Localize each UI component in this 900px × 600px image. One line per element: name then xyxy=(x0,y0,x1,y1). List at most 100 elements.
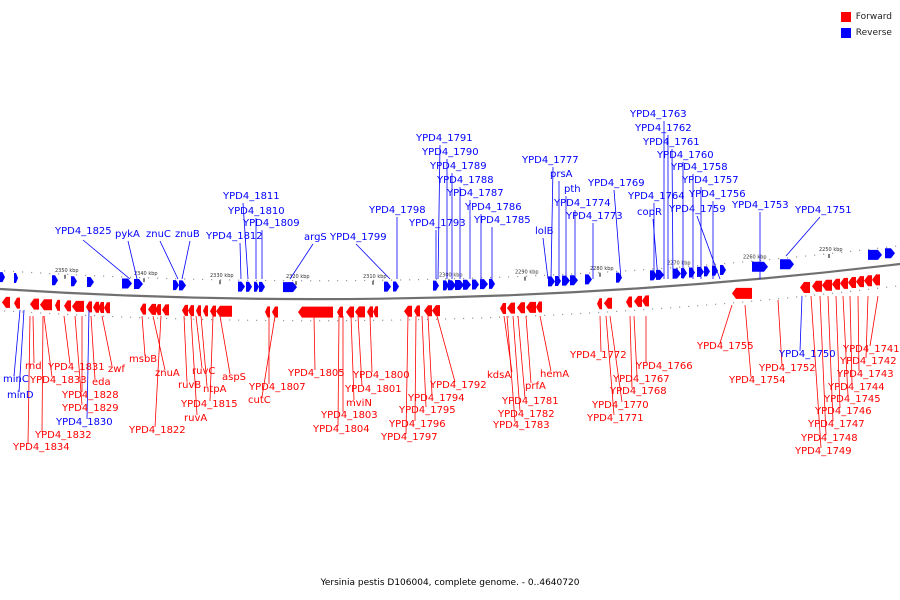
guide-dot xyxy=(130,316,132,318)
forward-leader xyxy=(63,315,71,365)
forward-gene-label: YPD4_1804 xyxy=(312,424,370,435)
guide-dot xyxy=(202,318,204,321)
guide-dot xyxy=(706,304,708,306)
forward-gene xyxy=(536,301,542,313)
reverse-leader xyxy=(613,189,622,280)
forward-gene xyxy=(86,301,92,313)
guide-dot xyxy=(139,316,141,319)
forward-gene xyxy=(155,304,161,316)
forward-gene-label: YPD4_1831 xyxy=(47,362,105,373)
forward-gene xyxy=(507,302,515,314)
forward-leader xyxy=(101,315,113,367)
reverse-gene xyxy=(384,281,391,292)
guide-dot xyxy=(184,318,186,320)
reverse-gene xyxy=(433,280,439,291)
legend-forward-label: Forward xyxy=(855,12,892,22)
forward-gene xyxy=(182,304,188,316)
reverse-gene-label: YPD4_1809 xyxy=(242,218,300,229)
forward-gene-label: aspS xyxy=(222,372,246,383)
tick-label: 2330 kbp xyxy=(210,273,234,279)
guide-dot xyxy=(85,314,87,316)
guide-dot xyxy=(490,316,492,319)
reverse-gene-label: YPD4_1759 xyxy=(668,204,726,215)
forward-leader xyxy=(152,315,166,371)
guide-dot xyxy=(769,258,771,261)
reverse-leader xyxy=(86,309,90,420)
reverse-gene-label: YPD4_1756 xyxy=(688,189,746,200)
reverse-swatch xyxy=(840,28,851,38)
guide-dot xyxy=(76,314,78,316)
reverse-gene xyxy=(780,259,794,270)
forward-leader xyxy=(414,315,417,422)
guide-dot xyxy=(625,310,627,312)
forward-leader xyxy=(539,315,552,372)
forward-leader xyxy=(41,315,44,433)
forward-leader xyxy=(195,315,203,369)
guide-dot xyxy=(382,319,384,321)
guide-dot xyxy=(283,280,285,282)
guide-dot xyxy=(31,311,33,314)
guide-dot xyxy=(454,278,456,280)
reverse-leader xyxy=(242,202,249,280)
guide-dot xyxy=(346,280,348,282)
guide-dot xyxy=(823,253,825,255)
forward-leader xyxy=(154,315,162,428)
guide-dot xyxy=(760,299,762,301)
reverse-gene-label: YPD4_1785 xyxy=(473,215,531,226)
label-leaders xyxy=(13,121,879,449)
forward-gene xyxy=(203,305,208,317)
guide-dot xyxy=(607,271,609,273)
guide-dot xyxy=(202,278,204,281)
guide-dot xyxy=(238,319,240,321)
reverse-leader xyxy=(671,148,674,280)
tick-label: 2280 kbp xyxy=(590,266,614,272)
forward-gene-label: YPD4_1754 xyxy=(728,375,786,386)
forward-gene-label: ruvB xyxy=(178,380,201,391)
guide-dot xyxy=(364,319,366,322)
guide-dot xyxy=(67,313,69,316)
guide-dot xyxy=(121,316,123,318)
guide-dot xyxy=(310,280,312,282)
guide-dot xyxy=(526,275,528,277)
reverse-gene xyxy=(562,275,570,286)
reverse-gene xyxy=(443,280,449,291)
forward-leader xyxy=(865,295,869,359)
reverse-gene-label: YPD4_1830 xyxy=(55,417,113,428)
guide-dot xyxy=(796,296,798,298)
forward-gene xyxy=(373,306,378,318)
forward-leader xyxy=(744,304,752,378)
forward-leader xyxy=(777,299,783,366)
reverse-leader xyxy=(437,144,441,280)
forward-gene-label: eda xyxy=(92,377,111,388)
guide-dot xyxy=(445,318,447,320)
forward-leader xyxy=(405,315,409,435)
forward-leader xyxy=(517,315,526,399)
guide-dot xyxy=(94,275,96,277)
reverse-gene xyxy=(283,282,297,293)
legend: Forward Reverse xyxy=(840,9,892,41)
forward-gene-label: ntpA xyxy=(203,384,227,395)
guide-dot xyxy=(814,294,816,296)
guide-dot xyxy=(571,273,573,275)
forward-gene-label: YPD4_1828 xyxy=(61,390,119,401)
forward-gene-label: YPD4_1748 xyxy=(800,433,858,444)
reverse-gene xyxy=(720,265,726,276)
guide-dot xyxy=(859,289,861,291)
tick-label: 2250 kbp xyxy=(819,247,843,253)
guide-dot xyxy=(58,273,60,275)
forward-gene xyxy=(367,306,373,318)
reverse-gene-label: YPD4_1798 xyxy=(368,205,426,216)
forward-gene xyxy=(55,299,60,311)
guide-dot xyxy=(301,280,303,282)
forward-leader xyxy=(43,315,53,378)
forward-gene xyxy=(265,306,270,318)
guide-dot xyxy=(247,279,249,281)
forward-gene xyxy=(832,278,840,290)
guide-dot xyxy=(895,245,897,247)
forward-gene xyxy=(597,298,602,310)
guide-dot xyxy=(742,261,744,263)
forward-gene-label: zwf xyxy=(108,364,125,375)
guide-dot xyxy=(715,263,717,265)
forward-leader xyxy=(32,315,35,364)
guide-dot xyxy=(436,278,438,280)
